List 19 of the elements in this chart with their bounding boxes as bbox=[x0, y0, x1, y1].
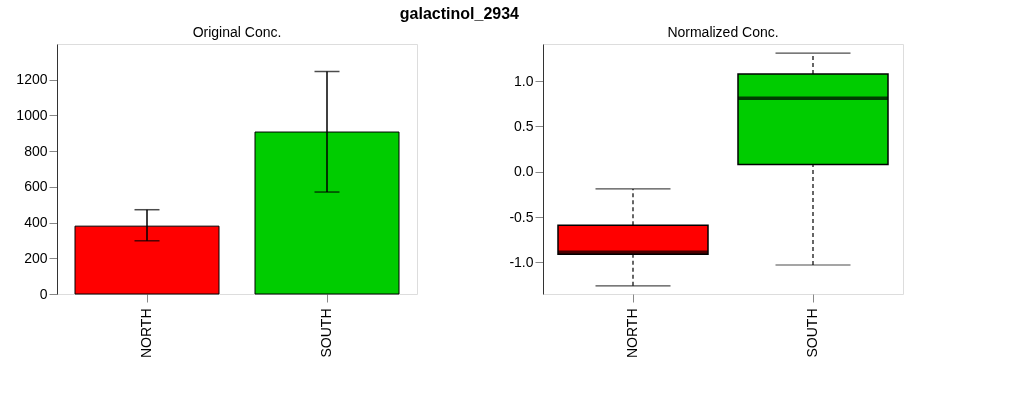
y-tick-label: 200 bbox=[24, 249, 48, 266]
y-tick-label: 400 bbox=[24, 214, 48, 231]
y-tick-label: 1.0 bbox=[514, 72, 534, 89]
y-tick-label: 0.0 bbox=[514, 163, 534, 180]
chart-title: Original Conc. bbox=[192, 24, 282, 40]
y-tick-label: -0.5 bbox=[509, 208, 534, 225]
y-tick-label: 1200 bbox=[16, 71, 48, 88]
x-tick-label: NORTH bbox=[138, 308, 154, 359]
text: galactinol_2934 bbox=[399, 4, 520, 22]
x-tick-label: SOUTH bbox=[318, 308, 334, 358]
x-tick-label: NORTH bbox=[624, 308, 640, 359]
y-tick-label: 0 bbox=[39, 285, 48, 302]
y-tick-label: 600 bbox=[24, 178, 48, 195]
y-tick-label: 800 bbox=[24, 142, 48, 159]
chart-title: Normalized Conc. bbox=[667, 24, 779, 40]
y-tick-label: 1000 bbox=[16, 106, 48, 123]
y-tick-label: -1.0 bbox=[509, 253, 534, 270]
x-tick-label: SOUTH bbox=[804, 308, 820, 358]
y-tick-label: 0.5 bbox=[514, 117, 534, 134]
